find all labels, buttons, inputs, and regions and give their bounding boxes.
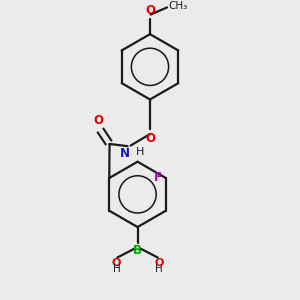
Text: F: F — [154, 171, 161, 184]
Text: CH₃: CH₃ — [168, 2, 188, 11]
Text: O: O — [145, 132, 155, 145]
Text: O: O — [93, 114, 103, 127]
Text: H: H — [155, 264, 163, 274]
Text: H: H — [112, 264, 120, 274]
Text: B: B — [133, 244, 142, 257]
Text: O: O — [145, 4, 155, 17]
Text: O: O — [112, 257, 121, 268]
Text: N: N — [120, 147, 130, 160]
Text: O: O — [154, 257, 164, 268]
Text: H: H — [136, 147, 144, 157]
